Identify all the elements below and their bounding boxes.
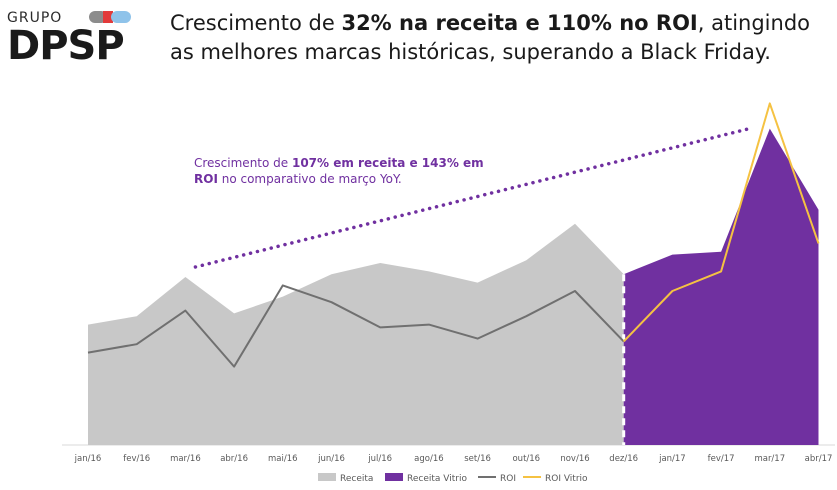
x-tick-label: jan/16 [74,454,102,464]
series-line-roi-vitrio [622,102,820,343]
series-line-roi [87,284,625,368]
legend-label: Receita [340,474,373,484]
legend-label: Receita Vitrio [407,474,467,484]
trend-line [193,126,754,269]
legend-swatch [385,473,403,481]
annotation: Crescimento de 107% em receita e 143% em… [194,155,494,187]
logo: GRUPO DPSP [7,8,135,69]
logo-pill-gray [89,11,107,23]
headline-bold: 32% na receita e 110% no ROI [341,11,698,35]
legend-label: ROI [500,474,516,484]
series-area-receita-vitrio [623,128,819,445]
x-tick-label: fev/17 [708,454,735,464]
annotation-part1: Crescimento de [194,156,292,170]
x-tick-label: fev/16 [123,454,150,464]
headline: Crescimento de 32% na receita e 110% no … [170,9,835,67]
x-tick-label: mar/17 [754,454,785,464]
annotation-bold: 107% em receita e 143% em ROI [194,156,484,186]
x-tick-label: dez/16 [609,454,638,464]
x-tick-label: set/16 [464,454,491,464]
legend-swatch [318,473,336,481]
x-tick-label: ago/16 [414,454,443,464]
x-tick-label: abr/17 [805,454,833,464]
x-tick-label: jun/16 [317,454,345,464]
x-tick-label: nov/16 [560,454,589,464]
x-tick-label: abr/16 [220,454,248,464]
legend-label: ROI Vitrio [545,474,588,484]
annotation-part2: no comparativo de março YoY. [217,172,402,186]
logo-pill-red [103,11,113,23]
x-tick-label: jan/17 [658,454,686,464]
logo-top-text: GRUPO [7,10,63,26]
x-tick-label: jul/16 [367,454,392,464]
headline-part1: Crescimento de [170,11,342,35]
headline-part2: , atingindo as melhores marcas histórica… [170,11,810,64]
x-tick-label: mai/16 [268,454,298,464]
logo-main-text: DPSP [7,23,125,69]
series-area-receita [88,223,624,445]
x-tick-label: out/16 [512,454,540,464]
logo-pill-blue [111,11,131,23]
x-tick-label: mar/16 [170,454,201,464]
